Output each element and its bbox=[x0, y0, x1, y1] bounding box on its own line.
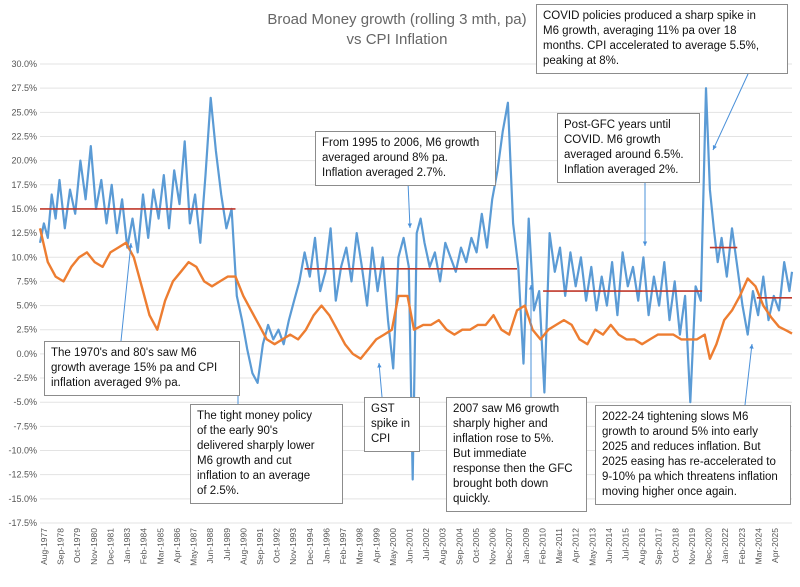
arrowhead bbox=[528, 285, 534, 290]
arrowhead bbox=[749, 344, 754, 349]
arrowhead bbox=[377, 363, 382, 368]
x-tick-label: Jan-2009 bbox=[521, 528, 531, 564]
x-tick-label: Mar-2024 bbox=[753, 528, 763, 565]
chart-title-line-1: Broad Money growth (rolling 3 mth, pa) bbox=[267, 11, 526, 28]
series-line-cpi bbox=[38, 228, 793, 360]
x-tick-label: Jul-2015 bbox=[620, 528, 630, 561]
x-tick-label: Feb-2010 bbox=[537, 528, 547, 565]
x-tick-label: Dec-2020 bbox=[704, 528, 714, 565]
x-tick-label: Aug-2003 bbox=[438, 528, 448, 565]
y-tick-label: 5.0% bbox=[16, 301, 37, 311]
x-tick-label: Dec-1981 bbox=[105, 528, 115, 565]
annotation-arrow bbox=[744, 343, 753, 406]
x-tick-label: Jun-1988 bbox=[205, 528, 215, 564]
y-axis: 30.0% 27.5% 25.0% 22.5% 20.0% 17.5% 15.0% 12.5%… bbox=[8, 59, 37, 528]
y-tick-label: 30.0% bbox=[11, 59, 37, 69]
x-tick-label: Mar-2011 bbox=[554, 528, 564, 564]
x-tick-label: Apr-2012 bbox=[571, 528, 581, 563]
y-tick-label: -7.5% bbox=[13, 421, 37, 431]
x-tick-label: Apr-2025 bbox=[770, 528, 780, 563]
arrowhead bbox=[407, 223, 412, 228]
annotation-arrow bbox=[120, 242, 132, 342]
annotation-2022-24: 2022-24 tightening slows M6 growth to ar… bbox=[595, 405, 791, 505]
annotation-1995-2006: From 1995 to 2006, M6 growth averaged ar… bbox=[315, 131, 496, 186]
x-tick-label: Oct-1992 bbox=[272, 528, 282, 563]
y-tick-label: 15.0% bbox=[11, 204, 37, 214]
y-tick-label: 25.0% bbox=[11, 107, 37, 117]
x-tick-label: Apr-1986 bbox=[172, 528, 182, 563]
annotation-gst: GST spike in CPI bbox=[364, 397, 420, 452]
x-tick-label: Dec-1994 bbox=[305, 528, 315, 565]
y-tick-label: 7.5% bbox=[16, 276, 37, 286]
x-tick-label: Nov-2019 bbox=[687, 528, 697, 565]
y-tick-label: 20.0% bbox=[11, 156, 37, 166]
x-tick-label: Oct-2018 bbox=[670, 528, 680, 563]
arrowhead bbox=[128, 243, 133, 248]
x-tick-label: Mar-1998 bbox=[355, 528, 365, 565]
annotation-arrow bbox=[712, 73, 749, 151]
x-tick-label: Sep-1978 bbox=[56, 528, 66, 565]
x-tick-label: Jan-1996 bbox=[321, 528, 331, 564]
y-tick-label: 0.0% bbox=[16, 349, 37, 359]
annotation-1970s: The 1970's and 80's saw M6 growth averag… bbox=[44, 341, 240, 396]
x-tick-label: Sep-2004 bbox=[454, 528, 464, 565]
x-tick-label: Aug-1990 bbox=[238, 528, 248, 565]
x-tick-label: May-2013 bbox=[587, 528, 597, 566]
arrowhead bbox=[712, 145, 717, 150]
x-tick-label: Nov-1993 bbox=[288, 528, 298, 565]
x-tick-label: Jul-1989 bbox=[222, 528, 232, 561]
annotation-arrow bbox=[407, 181, 411, 229]
x-tick-label: May-1987 bbox=[189, 528, 199, 566]
y-tick-label: 27.5% bbox=[11, 83, 37, 93]
x-tick-label: Nov-2006 bbox=[488, 528, 498, 565]
x-tick-label: Jan-1983 bbox=[122, 528, 132, 564]
x-tick-label: May-2000 bbox=[388, 528, 398, 566]
y-tick-label: -12.5% bbox=[8, 470, 37, 480]
annotation-2007: 2007 saw M6 growth sharply higher and in… bbox=[446, 397, 587, 512]
arrowhead bbox=[642, 241, 648, 246]
x-tick-label: Nov-1980 bbox=[89, 528, 99, 565]
x-tick-label: Aug-1977 bbox=[39, 528, 49, 565]
y-tick-label: -5.0% bbox=[13, 397, 37, 407]
x-tick-label: Apr-1999 bbox=[371, 528, 381, 563]
x-axis: Aug-1977 Sep-1978 Oct-1979 Nov-1980 Dec-1981… bbox=[39, 528, 780, 566]
x-tick-label: Jan-2022 bbox=[720, 528, 730, 564]
annotation-covid: COVID policies produced a sharp spike in… bbox=[536, 4, 788, 74]
x-tick-label: Aug-2016 bbox=[637, 528, 647, 565]
x-tick-label: Sep-2017 bbox=[654, 528, 664, 565]
series-line-m6 bbox=[38, 87, 794, 481]
annotation-arrow bbox=[378, 362, 383, 398]
annotation-arrows bbox=[120, 73, 754, 406]
x-tick-label: Oct-1979 bbox=[72, 528, 82, 563]
x-tick-label: Dec-2007 bbox=[504, 528, 514, 565]
y-tick-label: 12.5% bbox=[11, 228, 37, 238]
chart-title-line-2: vs CPI Inflation bbox=[347, 31, 448, 48]
x-tick-label: Jun-2001 bbox=[405, 528, 415, 564]
average-lines bbox=[40, 208, 792, 299]
x-tick-label: Feb-1997 bbox=[338, 528, 348, 565]
x-tick-label: Feb-1984 bbox=[139, 528, 149, 565]
y-tick-label: 10.0% bbox=[11, 252, 37, 262]
y-tick-label: -15.0% bbox=[8, 494, 37, 504]
annotation-post-gfc: Post-GFC years until COVID. M6 growth av… bbox=[557, 113, 700, 183]
x-tick-label: Feb-2023 bbox=[737, 528, 747, 565]
x-tick-label: Sep-1991 bbox=[255, 528, 265, 565]
annotation-tight-money: The tight money policy of the early 90's… bbox=[190, 404, 343, 504]
series-lines bbox=[38, 87, 794, 481]
y-tick-label: -2.5% bbox=[13, 373, 37, 383]
y-tick-label: 2.5% bbox=[16, 325, 37, 335]
y-tick-label: -17.5% bbox=[8, 518, 37, 528]
x-tick-label: Oct-2005 bbox=[471, 528, 481, 563]
x-tick-label: Mar-1985 bbox=[155, 528, 165, 565]
y-tick-label: 17.5% bbox=[11, 180, 37, 190]
y-tick-label: -10.0% bbox=[8, 446, 37, 456]
y-tick-label: 22.5% bbox=[11, 131, 37, 141]
x-tick-label: Jun-2014 bbox=[604, 528, 614, 564]
x-tick-label: Jul-2002 bbox=[421, 528, 431, 561]
